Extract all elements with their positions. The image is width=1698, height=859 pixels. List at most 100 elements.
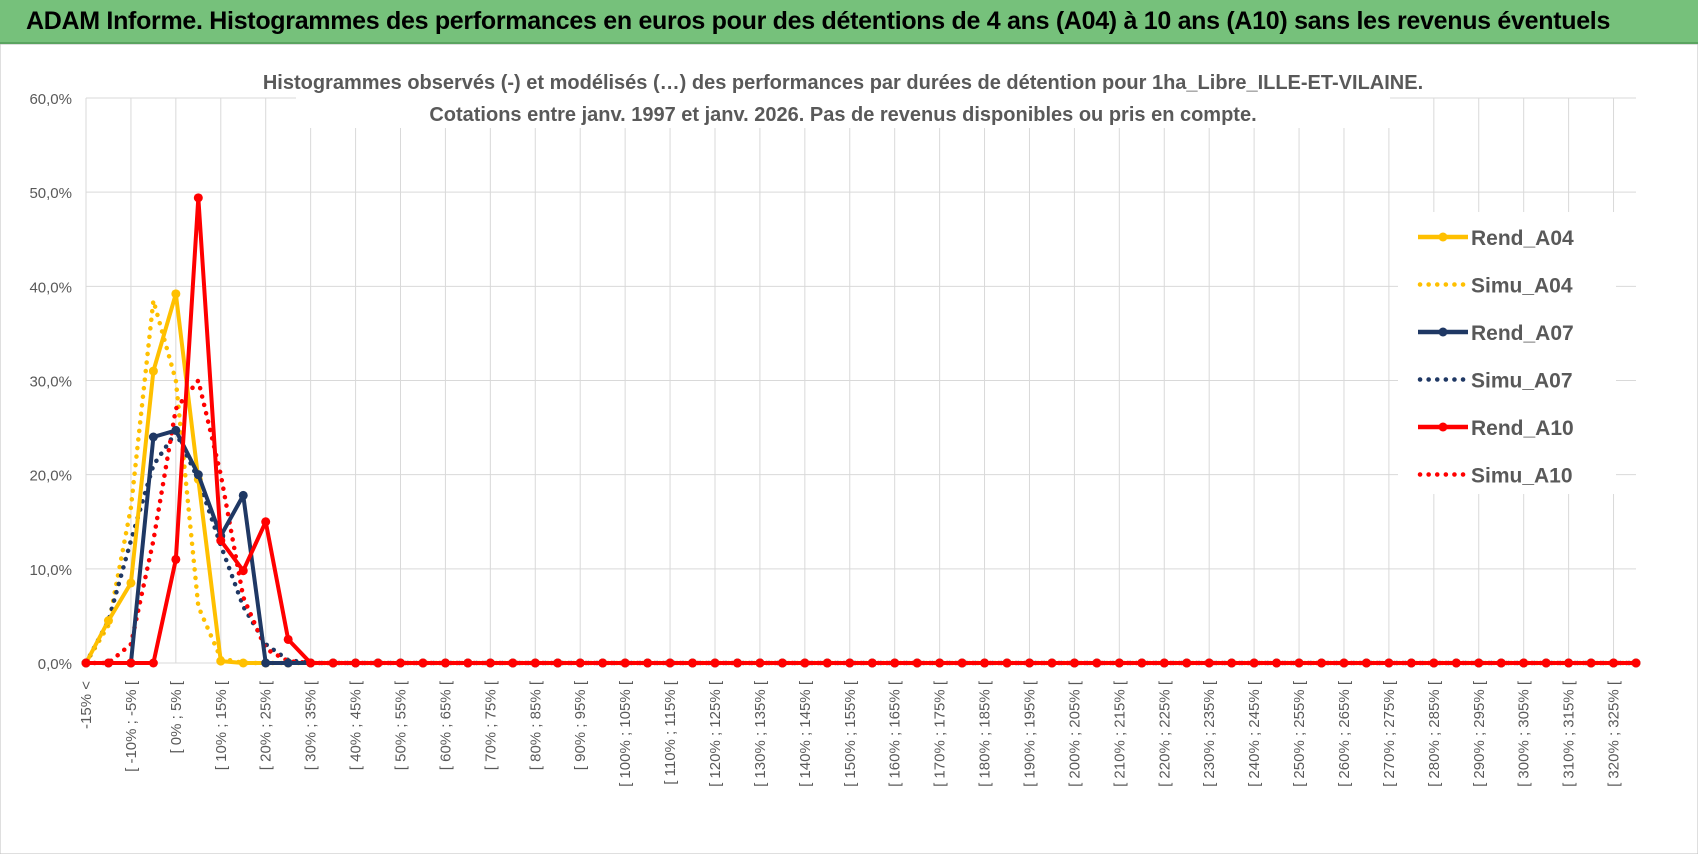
data-point — [1227, 658, 1237, 668]
legend-item: Simu_A07 — [1417, 370, 1573, 393]
x-tick-label: -15% < — [78, 681, 95, 729]
x-tick-label: [ 100% ; 105% [ — [617, 680, 634, 787]
x-tick-label: [ 150% ; 155% [ — [842, 680, 859, 787]
data-point — [193, 470, 203, 480]
data-point — [575, 658, 585, 668]
data-point — [148, 432, 158, 442]
x-tick-label: [ 60% ; 65% [ — [437, 680, 454, 770]
legend-item: Rend_A04 — [1418, 227, 1574, 250]
legend-marker — [1438, 327, 1448, 337]
data-point — [283, 634, 293, 644]
data-point — [351, 658, 361, 668]
data-point — [1541, 658, 1551, 668]
data-point — [1429, 658, 1439, 668]
data-point — [755, 658, 765, 668]
data-point — [912, 658, 922, 668]
x-tick-label: [ 220% ; 225% [ — [1156, 680, 1173, 787]
legend-label: Rend_A07 — [1471, 322, 1574, 345]
series-layer — [81, 193, 1641, 668]
x-tick-label: [ 40% ; 45% [ — [348, 680, 365, 770]
x-tick-label: [ 320% ; 325% [ — [1606, 680, 1623, 787]
page-title: ADAM Informe. Histogrammes des performan… — [26, 7, 1611, 35]
data-point — [1272, 658, 1282, 668]
data-point — [1114, 658, 1124, 668]
data-point — [845, 658, 855, 668]
x-tick-label: [ 300% ; 305% [ — [1516, 680, 1533, 787]
x-tick-label: [ 130% ; 135% [ — [752, 680, 769, 787]
y-tick-label: 30,0% — [29, 374, 72, 391]
data-point — [1069, 658, 1079, 668]
legend-marker — [1438, 232, 1448, 242]
y-tick-label: 60,0% — [29, 91, 72, 108]
x-tick-label: [ 240% ; 245% [ — [1246, 680, 1263, 787]
data-point — [1002, 658, 1012, 668]
data-point — [980, 658, 990, 668]
data-point — [1092, 658, 1102, 668]
x-tick-label: [ 170% ; 175% [ — [932, 680, 949, 787]
data-point — [463, 658, 473, 668]
data-point — [890, 658, 900, 668]
x-tick-label: [ 10% ; 15% [ — [213, 680, 230, 770]
series-line — [86, 195, 1636, 665]
data-point — [485, 658, 495, 668]
x-tick-label: [ 250% ; 255% [ — [1291, 680, 1308, 787]
legend-label: Simu_A07 — [1471, 370, 1573, 393]
x-tick-label: [ 190% ; 195% [ — [1021, 680, 1038, 787]
data-point — [867, 658, 877, 668]
y-tick-label: 50,0% — [29, 185, 72, 202]
x-tick-label: [ 310% ; 315% [ — [1561, 680, 1578, 787]
y-tick-label: 10,0% — [29, 562, 72, 579]
data-point — [1137, 658, 1147, 668]
data-point — [306, 658, 316, 668]
data-point — [1384, 658, 1394, 668]
legend-item: Simu_A04 — [1417, 275, 1573, 298]
x-tick-label: [ 140% ; 145% [ — [797, 680, 814, 787]
data-point — [1361, 658, 1371, 668]
data-point — [1204, 658, 1214, 668]
x-tick-label: [ 30% ; 35% [ — [303, 680, 320, 770]
x-tick-label: [ 80% ; 85% [ — [527, 680, 544, 770]
data-point — [935, 658, 945, 668]
data-point — [440, 658, 450, 668]
data-point — [800, 658, 810, 668]
data-point — [1294, 658, 1304, 668]
series-Rend_A10 — [81, 193, 1641, 668]
data-point — [328, 658, 338, 668]
data-point — [238, 490, 248, 500]
data-point — [193, 193, 203, 203]
y-tick-label: 40,0% — [29, 279, 72, 296]
data-point — [957, 658, 967, 668]
data-point — [148, 658, 158, 668]
data-point — [418, 658, 428, 668]
data-point — [395, 658, 405, 668]
chart: 0,0% 10,0% 20,0% 30,0% 40,0% 50,0% 60,0% -15% … — [0, 43, 1698, 855]
y-tick-label: 0,0% — [38, 656, 72, 673]
data-point — [1317, 658, 1327, 668]
legend-label: Simu_A04 — [1471, 275, 1573, 298]
legend-label: Simu_A10 — [1471, 465, 1573, 488]
legend-item: Simu_A10 — [1417, 465, 1573, 488]
data-point — [126, 578, 136, 588]
data-point — [1564, 658, 1574, 668]
legend-background — [1398, 212, 1616, 494]
data-point — [688, 658, 698, 668]
y-axis-ticks: 0,0% 10,0% 20,0% 30,0% 40,0% 50,0% 60,0% — [29, 91, 72, 673]
x-tick-label: [ -10% ; -5% [ — [123, 680, 140, 772]
legend: Rend_A04 Simu_A04 Rend_A07 Simu_A07 Rend_A10… — [1398, 212, 1616, 494]
data-point — [373, 658, 383, 668]
x-tick-label: [ 120% ; 125% [ — [707, 680, 724, 787]
data-point — [710, 658, 720, 668]
legend-item: Rend_A07 — [1418, 322, 1574, 345]
chart-frame: 0,0% 10,0% 20,0% 30,0% 40,0% 50,0% 60,0% -15% … — [0, 43, 1698, 855]
data-point — [103, 616, 113, 626]
x-axis-ticks: -15% < [ -10% ; -5% [[ 0% ; 5% [[ 10% ; 1… — [78, 680, 1623, 787]
data-point — [1249, 658, 1259, 668]
x-tick-label: [ 200% ; 205% [ — [1066, 680, 1083, 787]
data-point — [261, 658, 271, 668]
y-tick-label: 20,0% — [29, 468, 72, 485]
data-point — [1474, 658, 1484, 668]
data-point — [1631, 658, 1641, 668]
x-tick-label: [ 50% ; 55% [ — [392, 680, 409, 770]
data-point — [598, 658, 608, 668]
data-point — [1609, 658, 1619, 668]
